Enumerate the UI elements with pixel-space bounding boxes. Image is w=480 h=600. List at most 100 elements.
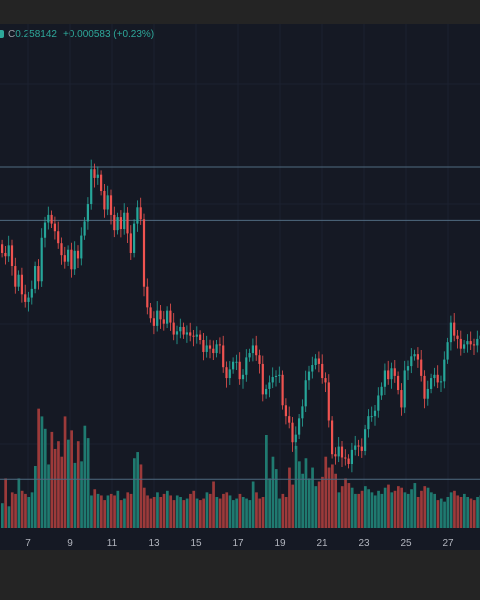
candle-body (426, 388, 429, 399)
volume-bar (261, 497, 265, 528)
volume-bar (274, 469, 278, 528)
volume-bar (380, 493, 384, 528)
candle-body (113, 214, 116, 231)
candle (364, 424, 367, 456)
volume-bar (225, 492, 229, 528)
volume-bar (202, 498, 205, 528)
candle-body (133, 223, 136, 253)
volume-bar (228, 495, 232, 528)
candle (268, 375, 271, 398)
candle (109, 189, 113, 225)
candle (433, 367, 436, 387)
candle-body (449, 322, 452, 343)
volume-bar (182, 500, 186, 528)
candle-body (212, 348, 215, 354)
volume-bar (383, 487, 387, 528)
candle (126, 207, 129, 243)
candle-body (307, 371, 311, 381)
candle (208, 339, 212, 359)
volume-bar (208, 493, 212, 528)
candle (472, 338, 476, 356)
candle-body (235, 361, 238, 363)
volume-bar (185, 498, 189, 528)
volume-bar (63, 416, 67, 528)
volume-bar (453, 490, 456, 528)
volume-bar (133, 458, 136, 528)
volume-bar (350, 487, 354, 528)
candle-body (258, 355, 261, 364)
change-value: +0.000583 (+0.23%) (62, 29, 155, 40)
candle (159, 304, 162, 329)
candle (60, 237, 63, 265)
candle-body (354, 445, 357, 450)
candle (311, 356, 314, 379)
volume-bar (76, 441, 80, 528)
candle-body (63, 255, 66, 262)
candle (228, 361, 231, 386)
volume-bar (103, 500, 106, 528)
candle (179, 318, 182, 339)
volume-bar (469, 498, 473, 528)
candle-body (4, 252, 7, 257)
candle (169, 303, 172, 331)
volume-bar (80, 461, 83, 528)
volume-bar (251, 481, 255, 528)
volume-bar (466, 497, 469, 528)
candle-body (360, 446, 363, 451)
candle (93, 163, 96, 188)
candle (357, 439, 360, 457)
price-chart[interactable]: C0.258142 +0.000583 (+0.23%) 7 9 11 13 15 17 19… (0, 24, 480, 550)
candle (80, 227, 83, 266)
candle-body (397, 375, 400, 391)
candle-body (53, 223, 56, 232)
candle (149, 303, 152, 323)
candle (215, 340, 218, 358)
x-tick-label: 21 (316, 538, 328, 549)
candle-body (406, 366, 410, 371)
candle (344, 449, 347, 466)
candle (100, 170, 103, 196)
candlestick-plot[interactable]: 7 9 11 13 15 17 19 21 23 25 27 (0, 24, 480, 550)
candle (73, 241, 76, 275)
candle (334, 447, 337, 465)
volume-bar (179, 497, 182, 528)
candle (152, 311, 155, 335)
candle (199, 330, 202, 345)
candle-body (50, 214, 53, 224)
volume-bar (449, 492, 453, 528)
candle-body (30, 288, 33, 298)
candle (232, 357, 235, 374)
candle (40, 228, 43, 287)
candle (317, 351, 320, 373)
candle-body (469, 341, 472, 345)
candle-body (327, 382, 330, 421)
volume-bar (195, 498, 199, 528)
candle-body (393, 368, 396, 376)
candle-body (90, 169, 93, 205)
volume-bar (258, 498, 262, 528)
candle-body (248, 353, 251, 358)
volume-bar (106, 495, 110, 528)
candle-body (433, 374, 436, 379)
candle (7, 235, 10, 262)
candle-body (446, 342, 449, 360)
candle (238, 352, 241, 385)
candle-body (288, 416, 291, 423)
volume-bar (410, 489, 413, 528)
candle-body (70, 249, 73, 270)
candle (172, 313, 175, 341)
candle (463, 340, 466, 354)
candle-body (459, 338, 462, 349)
volume-bar (119, 500, 123, 528)
candle-body (103, 190, 106, 210)
volume-bar (215, 497, 219, 528)
candle-body (80, 235, 83, 259)
volume-bar (301, 473, 304, 528)
x-tick-label: 23 (358, 538, 370, 549)
candle-body (86, 204, 89, 222)
candle (123, 203, 126, 235)
volume-bar (17, 478, 21, 528)
candle-body (347, 458, 350, 464)
candle (284, 398, 287, 425)
candle (86, 197, 89, 230)
